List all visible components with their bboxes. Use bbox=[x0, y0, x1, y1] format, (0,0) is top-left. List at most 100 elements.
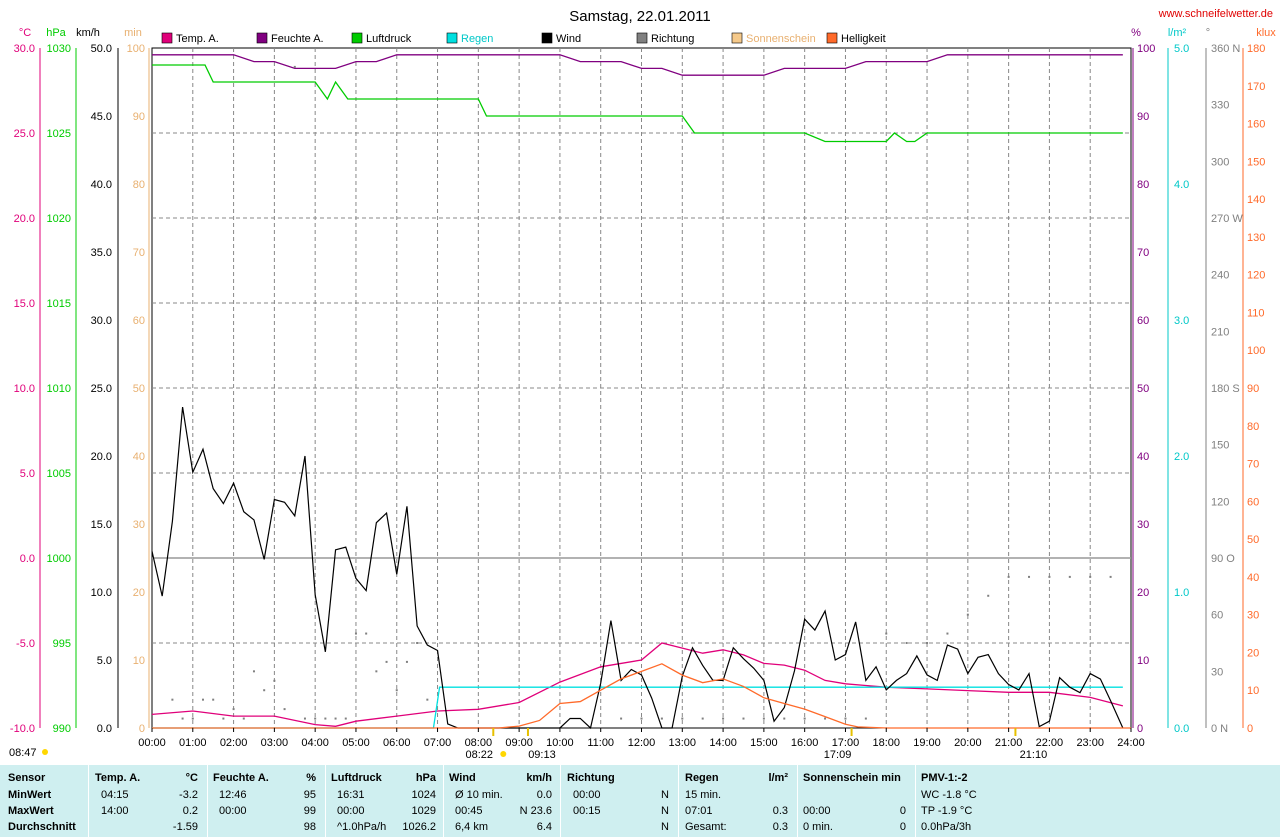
press-value: 1024 bbox=[411, 789, 436, 801]
press-tick-label: 1005 bbox=[47, 468, 71, 480]
direction-dot bbox=[864, 717, 867, 720]
wind-time: 6,4 km bbox=[455, 821, 489, 833]
time-tick-label: 10:00 bbox=[546, 737, 574, 749]
wind-value: N 23.6 bbox=[519, 805, 552, 817]
lux-tick-label: 170 bbox=[1247, 81, 1265, 93]
legend-swatch bbox=[161, 32, 173, 44]
table-header: Sensor bbox=[8, 772, 46, 784]
press-tick-label: 1025 bbox=[47, 128, 71, 140]
legend-label: Luftdruck bbox=[366, 33, 412, 45]
time-tick-label: 20:00 bbox=[954, 737, 982, 749]
series-luftdruck bbox=[152, 64, 1123, 143]
lux-tick-label: 160 bbox=[1247, 119, 1265, 131]
press-tick-label: 995 bbox=[53, 638, 71, 650]
unit-hum: % bbox=[1131, 27, 1141, 39]
sun-tick-label: 90 bbox=[133, 111, 145, 123]
time-tick-label: 08:00 bbox=[465, 737, 493, 749]
legend-label: Regen bbox=[461, 33, 493, 45]
press-time: 00:00 bbox=[337, 805, 365, 817]
lux-tick-label: 50 bbox=[1247, 534, 1259, 546]
temp-tick-label: 25.0 bbox=[14, 128, 35, 140]
time-tick-label: 12:00 bbox=[628, 737, 656, 749]
time-tick-label: 07:00 bbox=[424, 737, 452, 749]
legend-label: Helligkeit bbox=[841, 33, 886, 45]
hum-tick-label: 40 bbox=[1137, 451, 1149, 463]
time-tick-label: 03:00 bbox=[261, 737, 289, 749]
legend: Temp. A. Feuchte A. Luftdruck Regen Wind Rich… bbox=[161, 32, 886, 45]
pmv-value: WC -1.8 °C bbox=[921, 789, 977, 801]
direction-dot bbox=[171, 698, 174, 701]
direction-dot bbox=[395, 689, 398, 692]
wind-time: Ø 10 min. bbox=[455, 789, 503, 801]
series-feuchte-a- bbox=[152, 54, 1123, 76]
sun-tick-label: 80 bbox=[133, 179, 145, 191]
direction-dot bbox=[824, 717, 827, 720]
temp-tick-label: 5.0 bbox=[20, 468, 35, 480]
rain-time: 15 min. bbox=[685, 789, 722, 801]
sun-tick-label: 0 bbox=[139, 723, 145, 735]
moon-icon bbox=[42, 749, 48, 755]
direction-dot bbox=[844, 717, 847, 720]
hum-time: 12:46 bbox=[219, 789, 247, 801]
press-tick-label: 1020 bbox=[47, 213, 71, 225]
direction-dot bbox=[293, 65, 296, 68]
direction-dot bbox=[905, 642, 908, 644]
weather-chart: Samstag, 22.01.2011 www.schneifelwetter.… bbox=[9, 8, 1276, 761]
unit-rain: l/m² bbox=[1168, 27, 1187, 39]
time-tick-label: 19:00 bbox=[913, 737, 941, 749]
row-label: MaxWert bbox=[8, 805, 54, 817]
table-header: PMV-1:-2 bbox=[921, 772, 968, 784]
table-header: km/h bbox=[526, 772, 552, 784]
temp-tick-label: 10.0 bbox=[14, 383, 35, 395]
time-tick-label: 14:00 bbox=[709, 737, 737, 749]
sun-value: 0 bbox=[899, 821, 906, 833]
time-axis: 00:00 01:00 02:00 03:00 04:00 05:00 06:00 07:00… bbox=[138, 728, 1145, 749]
press-time: 16:31 bbox=[337, 789, 365, 801]
table-separator bbox=[797, 765, 798, 837]
sun-tick-label: 100 bbox=[127, 43, 145, 55]
table-separator bbox=[88, 765, 89, 837]
sun-tick-label: 20 bbox=[133, 587, 145, 599]
time-tick-label: 01:00 bbox=[179, 737, 207, 749]
press-tick-label: 1010 bbox=[47, 383, 71, 395]
lux-tick-label: 20 bbox=[1247, 647, 1259, 659]
lux-tick-label: 110 bbox=[1247, 307, 1265, 319]
direction-dot bbox=[303, 717, 306, 720]
lux-tick-label: 120 bbox=[1247, 270, 1265, 282]
lux-tick-label: 140 bbox=[1247, 194, 1265, 206]
time-tick-label: 09:00 bbox=[505, 737, 533, 749]
time-tick-label: 04:00 bbox=[301, 737, 329, 749]
direction-dot bbox=[660, 717, 663, 720]
legend-swatch bbox=[826, 32, 838, 44]
lux-tick-label: 100 bbox=[1247, 345, 1265, 357]
wind-tick-label: 5.0 bbox=[97, 655, 112, 667]
direction-dot bbox=[987, 594, 990, 597]
time-tick-label: 24:00 bbox=[1117, 737, 1145, 749]
temp-value: 0.2 bbox=[182, 805, 198, 817]
wind-tick-label: 0.0 bbox=[97, 723, 112, 735]
rain-tick-label: 3.0 bbox=[1174, 315, 1189, 327]
wind-tick-label: 35.0 bbox=[91, 247, 112, 259]
hum-tick-label: 0 bbox=[1137, 723, 1143, 735]
temp-tick-label: -5.0 bbox=[16, 638, 35, 650]
press-tick-label: 1000 bbox=[47, 553, 71, 565]
direction-dot bbox=[620, 717, 623, 720]
temp-time: 14:00 bbox=[101, 805, 129, 817]
chart-title: Samstag, 22.01.2011 bbox=[569, 8, 711, 25]
direction-dot bbox=[742, 717, 745, 720]
sun-value: 0 bbox=[899, 805, 906, 817]
lux-tick-label: 70 bbox=[1247, 459, 1259, 471]
time-tick-label: 16:00 bbox=[791, 737, 819, 749]
dir-tick-label: 210 bbox=[1211, 326, 1229, 338]
dir-value: N bbox=[661, 821, 669, 833]
table-header: Sonnenschein min bbox=[803, 772, 901, 784]
direction-dot bbox=[324, 717, 327, 720]
sun-time: 0 min. bbox=[803, 821, 833, 833]
table-header: Feuchte A. bbox=[213, 772, 269, 784]
table-separator bbox=[560, 765, 561, 837]
series-temp-a- bbox=[151, 642, 1124, 727]
sunrise-time: 08:22 bbox=[466, 749, 494, 761]
wind-time: 00:45 bbox=[455, 805, 483, 817]
moon-time: 09:13 bbox=[528, 749, 556, 761]
hum-value: 99 bbox=[303, 805, 316, 817]
